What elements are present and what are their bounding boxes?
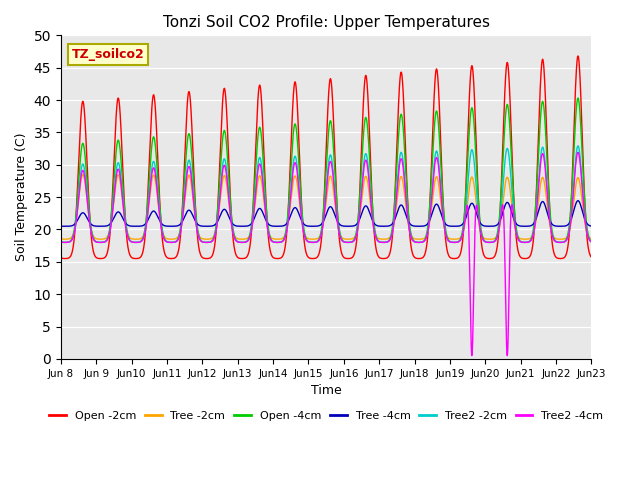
- Tree2 -4cm: [415, 240, 423, 245]
- Open -2cm: [574, 53, 582, 59]
- Tree2 -4cm: [306, 240, 314, 245]
- Tree2 -2cm: [307, 240, 314, 245]
- Open -4cm: [588, 239, 595, 244]
- Open -2cm: [415, 256, 423, 262]
- Tree -2cm: [152, 184, 160, 190]
- Y-axis label: Soil Temperature (C): Soil Temperature (C): [15, 133, 28, 262]
- Tree2 -2cm: [415, 240, 423, 245]
- Tree -2cm: [57, 236, 65, 241]
- Tree2 -2cm: [588, 239, 595, 245]
- Open -4cm: [57, 239, 65, 245]
- Open -2cm: [587, 253, 595, 259]
- Open -2cm: [152, 123, 160, 129]
- Tree -4cm: [475, 217, 483, 223]
- Tree2 -4cm: [445, 238, 452, 244]
- Open -4cm: [574, 95, 582, 101]
- Tree2 -4cm: [475, 218, 483, 224]
- Line: Tree -2cm: Tree -2cm: [61, 175, 591, 239]
- X-axis label: Time: Time: [311, 384, 342, 397]
- Tree -4cm: [587, 223, 595, 229]
- Tree2 -2cm: [587, 239, 595, 244]
- Open -2cm: [61, 256, 69, 262]
- Tree -4cm: [152, 211, 160, 217]
- Tree2 -4cm: [468, 353, 476, 359]
- Line: Open -2cm: Open -2cm: [61, 56, 591, 259]
- Tree2 -2cm: [61, 240, 69, 245]
- Tree2 -4cm: [587, 239, 595, 244]
- Tree -2cm: [415, 236, 423, 242]
- Open -4cm: [445, 238, 452, 243]
- Open -4cm: [61, 240, 69, 245]
- Tree -4cm: [307, 223, 314, 229]
- Tree -2cm: [557, 236, 564, 242]
- Open -2cm: [445, 253, 452, 259]
- Text: TZ_soilco2: TZ_soilco2: [72, 48, 144, 61]
- Tree -4cm: [57, 223, 65, 229]
- Tree2 -2cm: [445, 238, 452, 244]
- Line: Open -4cm: Open -4cm: [61, 98, 591, 242]
- Tree2 -4cm: [574, 149, 582, 155]
- Tree -2cm: [475, 221, 483, 227]
- Tree -2cm: [445, 235, 452, 241]
- Open -4cm: [587, 238, 595, 244]
- Tree -2cm: [588, 236, 595, 241]
- Open -2cm: [475, 207, 483, 213]
- Tree -4cm: [61, 223, 69, 229]
- Tree -2cm: [79, 172, 87, 178]
- Tree2 -4cm: [57, 239, 65, 245]
- Tree -4cm: [588, 223, 595, 229]
- Open -4cm: [415, 240, 423, 245]
- Tree -2cm: [587, 236, 595, 241]
- Open -2cm: [57, 255, 65, 261]
- Line: Tree2 -2cm: Tree2 -2cm: [61, 146, 591, 242]
- Open -2cm: [588, 254, 595, 260]
- Tree -4cm: [445, 223, 452, 229]
- Open -2cm: [307, 255, 314, 261]
- Tree2 -2cm: [152, 174, 160, 180]
- Tree -2cm: [307, 236, 314, 242]
- Open -4cm: [307, 240, 314, 245]
- Tree2 -2cm: [475, 216, 483, 222]
- Tree2 -2cm: [574, 143, 582, 149]
- Legend: Open -2cm, Tree -2cm, Open -4cm, Tree -4cm, Tree2 -2cm, Tree2 -4cm: Open -2cm, Tree -2cm, Open -4cm, Tree -4…: [45, 407, 608, 425]
- Title: Tonzi Soil CO2 Profile: Upper Temperatures: Tonzi Soil CO2 Profile: Upper Temperatur…: [163, 15, 490, 30]
- Tree -4cm: [574, 198, 582, 204]
- Open -4cm: [152, 154, 160, 160]
- Tree2 -4cm: [152, 178, 160, 184]
- Tree -4cm: [415, 223, 423, 229]
- Open -4cm: [475, 205, 483, 211]
- Tree2 -2cm: [57, 239, 65, 245]
- Line: Tree2 -4cm: Tree2 -4cm: [61, 152, 591, 356]
- Tree2 -4cm: [588, 239, 595, 245]
- Line: Tree -4cm: Tree -4cm: [61, 201, 591, 226]
